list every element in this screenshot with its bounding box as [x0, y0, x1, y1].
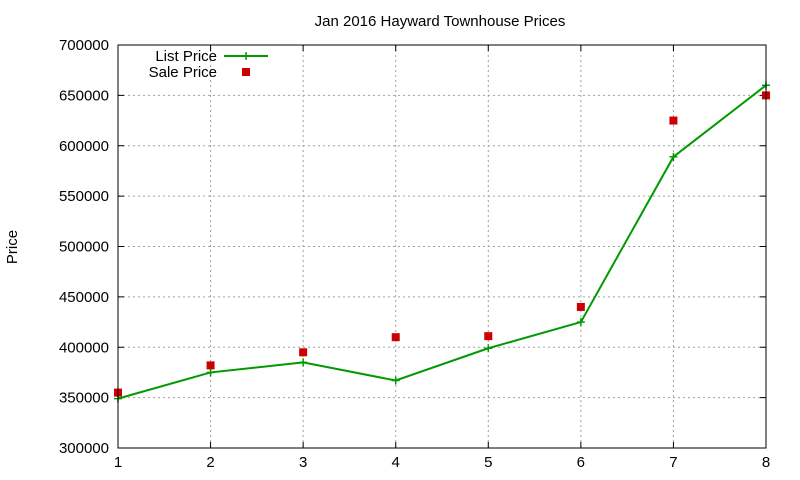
- legend-marker-list-price: [242, 52, 250, 60]
- y-tick-label: 350000: [59, 390, 109, 407]
- sale-price-point: [576, 302, 585, 311]
- plot-series: [114, 81, 770, 403]
- list-price-point: [484, 344, 493, 353]
- x-tick-label: 7: [669, 454, 677, 471]
- sale-price-point: [206, 361, 215, 370]
- y-tick-label: 400000: [59, 339, 109, 356]
- list-price-point: [206, 368, 215, 377]
- x-tick-label: 5: [484, 454, 492, 471]
- list-price-line: [117, 84, 767, 400]
- y-tick-label: 450000: [59, 289, 109, 306]
- x-tick-label: 3: [299, 454, 307, 471]
- y-tick-label: 300000: [59, 440, 109, 457]
- sale-price-point: [484, 332, 493, 341]
- y-tick-label: 700000: [59, 37, 109, 54]
- sale-price-point: [299, 348, 308, 357]
- chart-title: Jan 2016 Hayward Townhouse Prices: [315, 13, 566, 30]
- legend-marker-sale-price: [242, 68, 250, 76]
- x-tick-label: 6: [577, 454, 585, 471]
- x-tick-label: 2: [206, 454, 214, 471]
- list-price-point: [391, 376, 400, 385]
- grid-lines: [118, 45, 766, 448]
- legend-label-list-price: List Price: [155, 48, 217, 65]
- x-tick-label: 1: [114, 454, 122, 471]
- list-price-point: [669, 152, 678, 161]
- y-tick-label: 600000: [59, 138, 109, 155]
- y-tick-label: 650000: [59, 87, 109, 104]
- y-axis-label: Price: [4, 230, 21, 264]
- sale-price-point: [669, 116, 678, 125]
- x-tick-label: 8: [762, 454, 770, 471]
- x-tick-label: 4: [392, 454, 400, 471]
- y-tick-label: 550000: [59, 188, 109, 205]
- plot-frame: [117, 44, 767, 449]
- list-price-point: [576, 318, 585, 327]
- y-tick-label: 500000: [59, 239, 109, 256]
- axis-ticks: 1 2 3 4 5 6 7 8 300000 350000 400000 450000 500000 55…: [59, 37, 770, 471]
- list-price-point: [299, 358, 308, 367]
- sale-price-point: [391, 333, 400, 342]
- legend-label-sale-price: Sale Price: [149, 64, 217, 81]
